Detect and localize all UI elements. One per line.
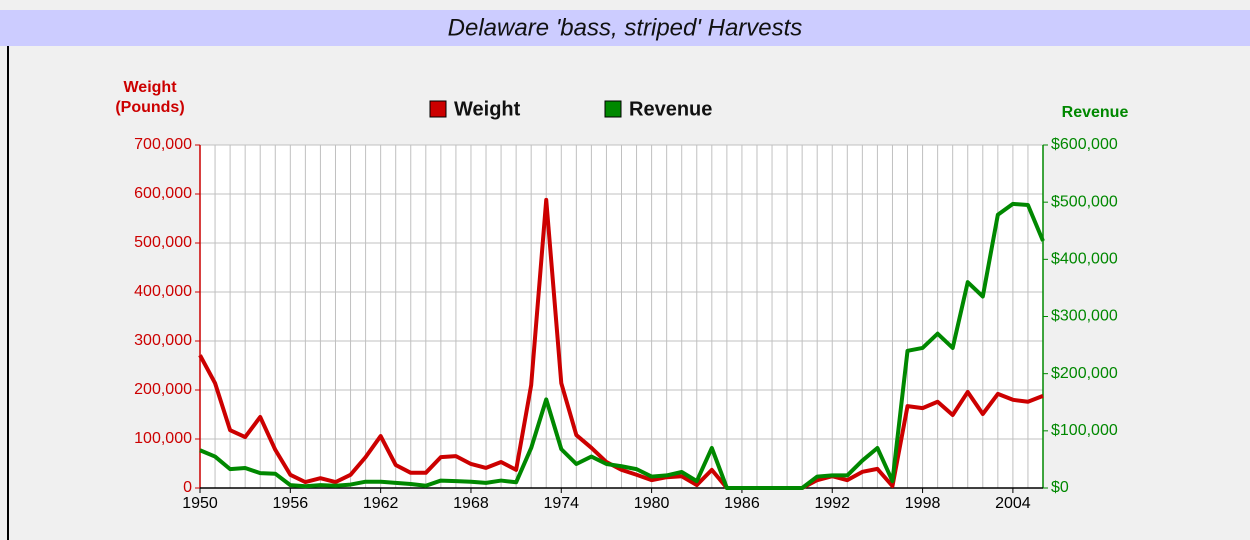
y-tick-label: 700,000: [134, 136, 192, 153]
y2-tick-label: $300,000: [1051, 308, 1118, 325]
y2-axis-title: Revenue: [1061, 104, 1129, 121]
y2-tick-label: $0: [1051, 479, 1069, 496]
legend-label: Revenue: [629, 98, 712, 120]
x-tick-label: 1968: [453, 495, 489, 512]
x-tick-label: 2004: [995, 495, 1031, 512]
x-tick-label: 1980: [634, 495, 670, 512]
y2-tick-label: $100,000: [1051, 422, 1118, 439]
x-tick-label: 1986: [724, 495, 760, 512]
x-tick-label: 1956: [273, 495, 309, 512]
data-line: [199, 201, 1045, 490]
y-tick-label: 200,000: [134, 381, 192, 398]
y-tick-label: 300,000: [134, 332, 192, 349]
data-line: [198, 197, 1044, 490]
x-tick-label: 1962: [363, 495, 399, 512]
y-tick-label: 100,000: [134, 430, 192, 447]
legend-label: Weight: [454, 98, 521, 120]
y-tick-label: 0: [183, 479, 192, 496]
chart-title: Delaware 'bass, striped' Harvests: [448, 14, 803, 41]
y2-tick-label: $200,000: [1051, 365, 1118, 382]
x-tick-label: 1950: [182, 495, 218, 512]
y2-tick-label: $500,000: [1051, 193, 1118, 210]
legend-swatch: [429, 100, 447, 118]
x-tick-label: 1992: [814, 495, 850, 512]
y-tick-label: 600,000: [134, 185, 192, 202]
y-tick-label: 500,000: [134, 234, 192, 251]
x-tick-label: 1974: [543, 495, 579, 512]
legend-swatch: [604, 100, 622, 118]
y2-tick-label: $600,000: [1051, 136, 1118, 153]
y2-tick-label: $400,000: [1051, 251, 1118, 268]
y-axis-title: Weight (Pounds): [115, 79, 185, 116]
y-tick-label: 400,000: [134, 283, 192, 300]
x-tick-label: 1998: [905, 495, 941, 512]
title-bar: [0, 10, 1250, 46]
